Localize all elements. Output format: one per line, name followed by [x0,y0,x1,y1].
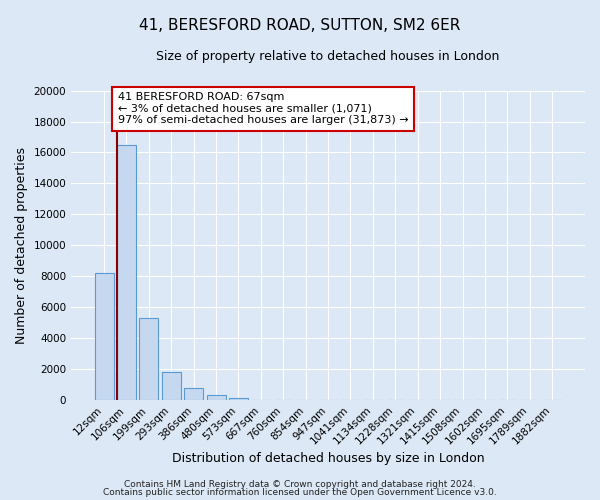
Bar [206,396,226,400]
Bar [184,388,203,400]
Y-axis label: Number of detached properties: Number of detached properties [15,147,28,344]
Text: 41, BERESFORD ROAD, SUTTON, SM2 6ER: 41, BERESFORD ROAD, SUTTON, SM2 6ER [139,18,461,32]
Bar [95,273,113,400]
Text: 41 BERESFORD ROAD: 67sqm
← 3% of detached houses are smaller (1,071)
97% of semi: 41 BERESFORD ROAD: 67sqm ← 3% of detache… [118,92,409,126]
X-axis label: Distribution of detached houses by size in London: Distribution of detached houses by size … [172,452,484,465]
Bar [229,398,248,400]
Bar [117,144,136,400]
Text: Contains HM Land Registry data © Crown copyright and database right 2024.: Contains HM Land Registry data © Crown c… [124,480,476,489]
Bar [139,318,158,400]
Bar [162,372,181,400]
Text: Contains public sector information licensed under the Open Government Licence v3: Contains public sector information licen… [103,488,497,497]
Title: Size of property relative to detached houses in London: Size of property relative to detached ho… [157,50,500,63]
